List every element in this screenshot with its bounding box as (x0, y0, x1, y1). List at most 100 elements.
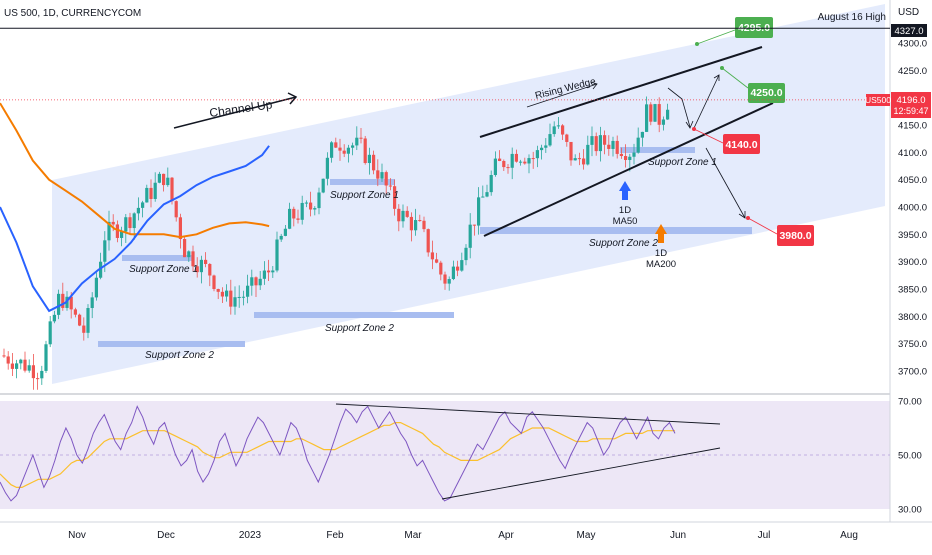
candle-body (36, 378, 40, 380)
time-tick-label: Mar (404, 530, 422, 541)
august-high-tag-box (891, 24, 927, 37)
target-4250-text: 4250.0 (750, 87, 782, 99)
target-4140-connector (693, 128, 724, 144)
candle-body (401, 210, 405, 222)
candle-body (527, 158, 531, 164)
candle-body (149, 187, 153, 199)
wedge-upper-line (479, 46, 763, 138)
candle-body (607, 144, 611, 149)
channel-up-arrowhead (287, 92, 298, 105)
target-4250[interactable]: 4250.0 (748, 83, 785, 103)
candle-body (598, 135, 602, 152)
target-3980[interactable]: 3980.0 (777, 225, 814, 246)
ma50-marker-line1: 1D (619, 205, 631, 216)
candle-body (162, 173, 166, 186)
time-tick-label: Apr (498, 530, 514, 541)
candle-body (115, 224, 119, 238)
target-4295-box (735, 17, 773, 38)
candle-body (271, 270, 275, 273)
candle-body (472, 224, 476, 226)
candle-body (27, 365, 31, 371)
candle-body (292, 208, 296, 219)
price-tick-label: 3900.0 (898, 257, 927, 268)
candle-body (661, 119, 665, 125)
candle-body (157, 173, 161, 183)
candle-body (573, 158, 577, 161)
ma200-line (0, 102, 270, 239)
candle-body (636, 137, 640, 153)
wedge-lower-line (483, 102, 774, 237)
august-high-label: August 16 High (818, 12, 886, 23)
candle-body (229, 290, 233, 307)
candle-body (367, 154, 371, 164)
candle-body (208, 264, 212, 276)
candle-body (153, 182, 157, 199)
support-zone-2-left-bar (98, 341, 245, 347)
candle-body (10, 363, 14, 369)
candle-body (393, 186, 397, 209)
candle-body (296, 218, 300, 220)
support-zone-2-mid-text: Support Zone 2 (325, 323, 394, 334)
rsi-ma-line (0, 422, 675, 488)
last-price-tag: US500 4196.0 12:59:47 (865, 92, 931, 118)
candle-body (15, 363, 19, 369)
candle-body (216, 289, 220, 292)
projection-up-arrowhead (713, 74, 720, 81)
candle-body (640, 131, 644, 138)
candle-body (57, 293, 61, 315)
target-4140-text: 4140.0 (725, 139, 757, 151)
candle-body (262, 270, 266, 279)
support-zone-2-right-text: Support Zone 2 (589, 238, 658, 249)
candle-body (40, 370, 44, 379)
candle-body (183, 239, 187, 258)
candle-body (430, 252, 434, 260)
target-4140[interactable]: 4140.0 (723, 134, 760, 154)
candle-body (460, 260, 464, 271)
rsi-axis-ticks: 30.00 50.00 70.00 (898, 397, 922, 516)
rsi-tick-label: 70.00 (898, 397, 922, 408)
countdown-text: 12:59:47 (893, 106, 928, 116)
candle-body (666, 109, 670, 120)
candle-body (645, 104, 649, 132)
candle-body (136, 207, 140, 214)
candle-body (321, 178, 325, 193)
price-axis-ticks[interactable]: 3700.0 3750.0 3800.0 3850.0 3900.0 3950.0 4000… (898, 39, 927, 378)
candle-body (523, 161, 527, 164)
candle-body (409, 216, 413, 231)
candle-body (267, 270, 271, 273)
candle-body (619, 153, 623, 157)
candle-body (86, 308, 90, 333)
candle-body (78, 314, 82, 326)
candle-body (447, 279, 451, 284)
support-zone-2-mid-bar (254, 312, 454, 318)
target-4140-box (723, 134, 760, 154)
candle-body (485, 192, 489, 197)
price-tick-label: 4050.0 (898, 175, 927, 186)
rising-wedge-arrowhead (590, 81, 598, 90)
price-tick-label: 3950.0 (898, 230, 927, 241)
candle-body (246, 285, 250, 297)
candle-body (569, 141, 573, 161)
symbol-header[interactable]: US 500, 1D, CURRENCYCOM (4, 8, 141, 19)
candle-body (422, 220, 426, 230)
time-axis-ticks[interactable]: Nov Dec 2023 Feb Mar Apr May Jun Jul Aug (68, 530, 858, 541)
candle-body (464, 247, 468, 261)
candle-body (443, 274, 447, 284)
candle-body (414, 220, 418, 231)
time-tick-label: Nov (68, 530, 86, 541)
august-high-tag-text: 4327.0 (894, 26, 923, 37)
support-zone-2-right-bar (480, 227, 752, 234)
candle-body (212, 275, 216, 290)
candle-body (514, 153, 518, 162)
candle-body (225, 290, 229, 297)
support-zone-1-left-text: Support Zone 1 (129, 264, 198, 275)
target-4295[interactable]: 4295.0 (735, 17, 773, 38)
price-tick-label: 4250.0 (898, 66, 927, 77)
price-tick-label: 4150.0 (898, 121, 927, 132)
support-zone-1-mid-text: Support Zone 1 (330, 190, 399, 201)
candle-body (94, 277, 98, 298)
time-tick-label: 2023 (239, 530, 262, 541)
candle-body (120, 231, 124, 238)
candle-body (346, 147, 350, 154)
